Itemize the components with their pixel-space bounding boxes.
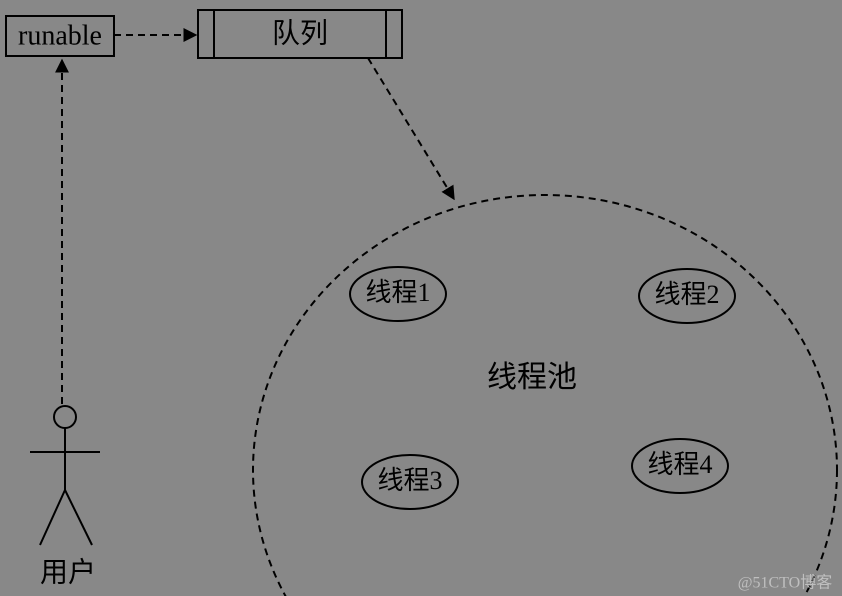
watermark: @51CTO博客 (738, 574, 832, 592)
thread-label-4: 线程4 (647, 450, 712, 479)
thread-label-2: 线程2 (654, 280, 719, 309)
thread-label-1: 线程1 (365, 278, 430, 307)
thread-pool-diagram: runable 队列用户 线程池 线程1 线程2 线程3 线程4 @51CTO博客 (0, 0, 842, 596)
runable-label: runable (18, 20, 102, 51)
thread-label-3: 线程3 (377, 466, 442, 495)
actor-label: 用户 (40, 556, 96, 588)
thread-pool-label: 线程池 (487, 361, 577, 394)
queue-label: 队列 (272, 17, 328, 49)
